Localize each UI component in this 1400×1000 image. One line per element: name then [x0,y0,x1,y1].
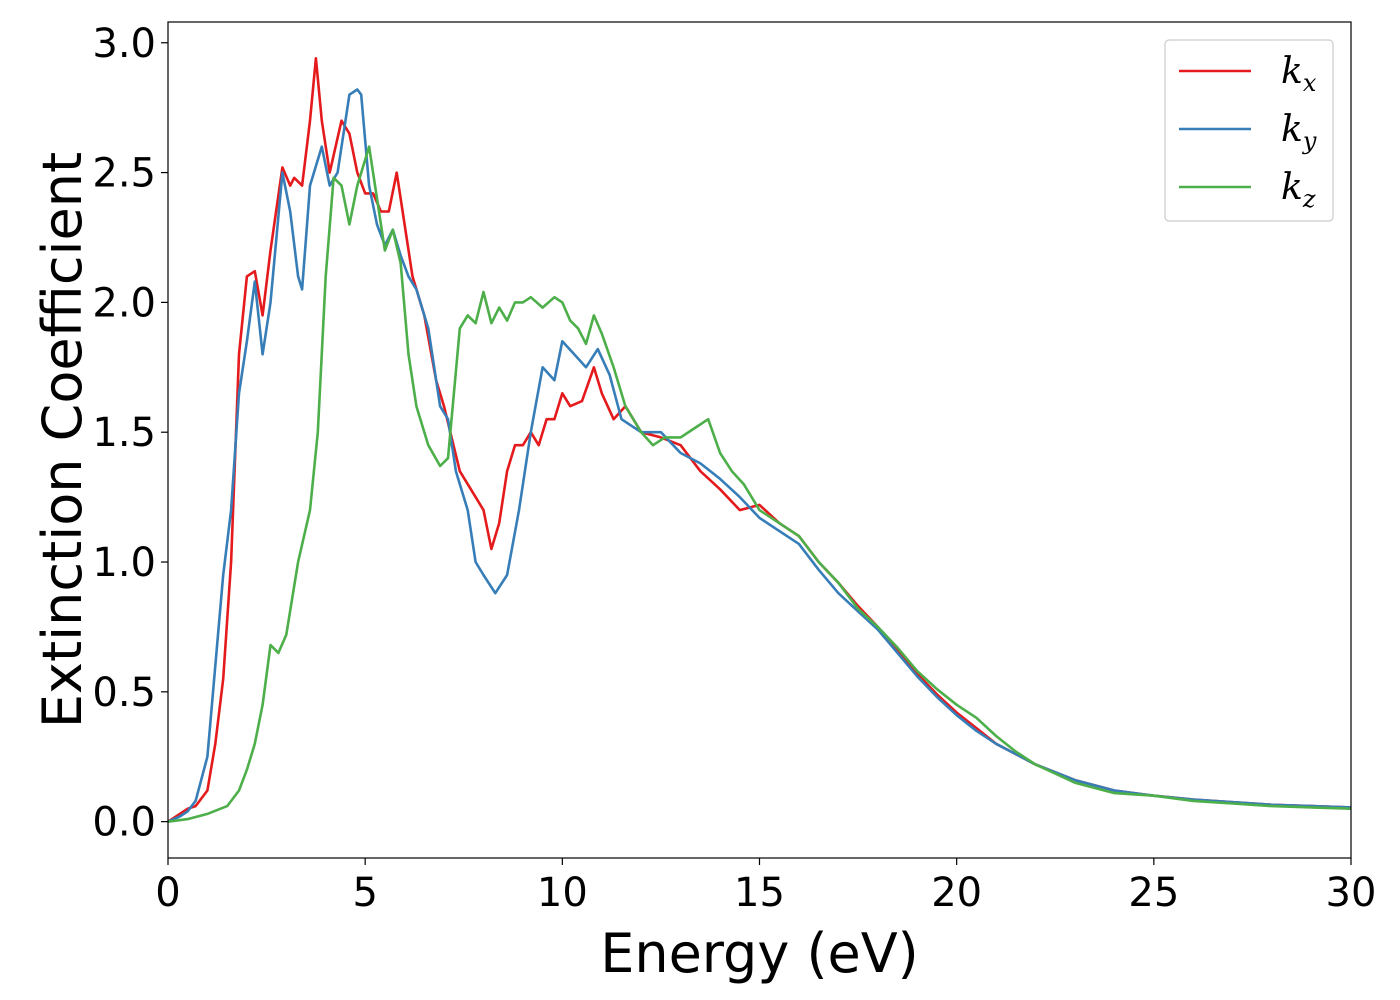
x-tick-label: 0 [155,870,180,916]
y-tick-label: 1.0 [92,540,156,586]
x-tick-label: 20 [931,870,982,916]
legend-label-ky: ky [1281,109,1317,155]
legend-box [1164,39,1334,222]
x-tick-label: 10 [537,870,588,916]
y-tick-label: 0.0 [92,800,156,846]
x-axis-ticks: 0 5 10 15 20 25 30 [155,858,1376,916]
plot-frame [167,21,1352,859]
y-tick-label: 2.5 [92,151,156,197]
legend-label-kz: kz [1281,167,1316,213]
y-tick-label: 3.0 [92,21,156,67]
x-axis-title: Energy (eV) [600,922,919,985]
legend-label-kx: kx [1281,51,1317,97]
legend-label-subscript: z [1302,185,1316,213]
x-tick-label: 15 [734,870,785,916]
legend-label-subscript: y [1302,127,1317,155]
legend-label-main: k [1281,167,1303,208]
series-line-ky [167,88,1352,823]
legend-label-main: k [1281,109,1303,150]
y-axis-ticks: 0.0 0.5 1.0 1.5 2.0 2.5 3.0 [92,21,168,846]
y-axis-title: Extinction Coefficient [31,152,94,728]
x-tick-label: 5 [352,870,377,916]
series-line-kz [167,145,1352,823]
y-tick-label: 0.5 [92,670,156,716]
series-line-kx [167,56,1352,823]
x-tick-label: 25 [1128,870,1179,916]
legend-label-main: k [1281,51,1303,92]
legend-label-subscript: x [1303,69,1317,97]
x-tick-label: 30 [1326,870,1377,916]
y-tick-label: 1.5 [92,410,156,456]
plot-lines [167,56,1352,823]
y-tick-label: 2.0 [92,280,156,326]
